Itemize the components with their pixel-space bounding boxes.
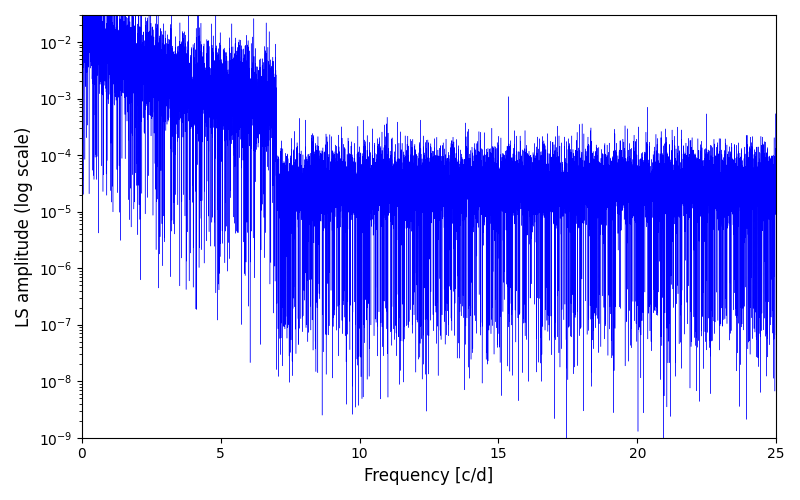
- Y-axis label: LS amplitude (log scale): LS amplitude (log scale): [15, 126, 33, 326]
- X-axis label: Frequency [c/d]: Frequency [c/d]: [364, 467, 494, 485]
